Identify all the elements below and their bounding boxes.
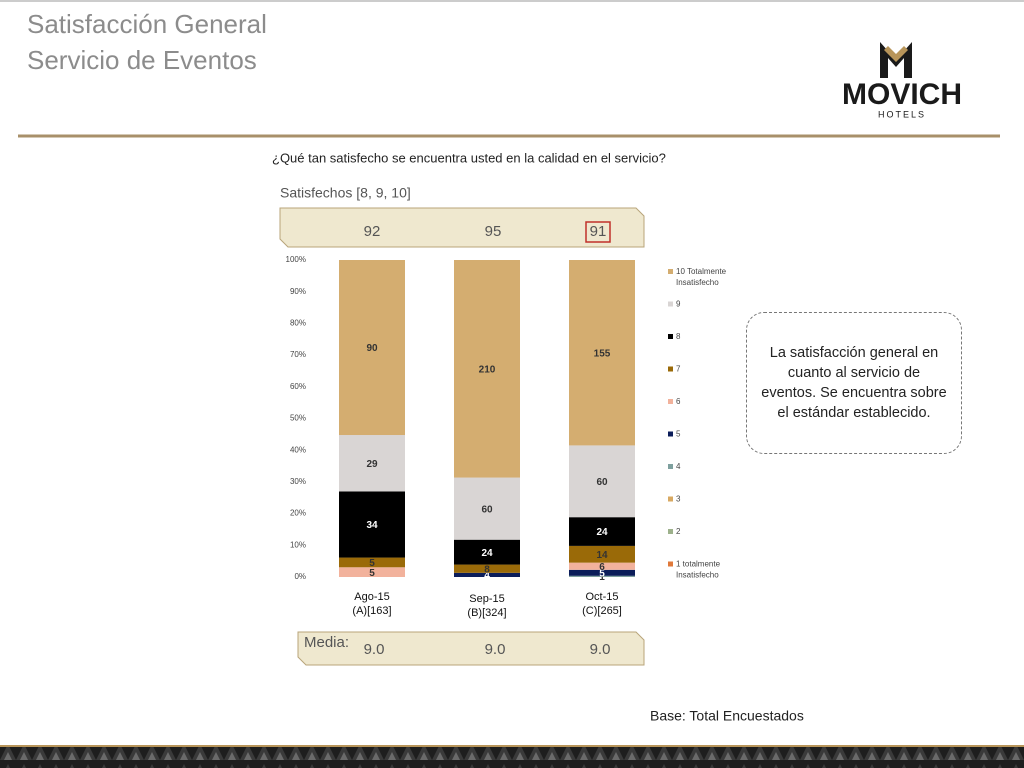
logo-text: MOVICH (842, 78, 962, 111)
y-tick-label: 100% (286, 255, 306, 264)
legend-label: 4 (676, 462, 681, 471)
title: Satisfacción General (27, 9, 267, 39)
legend-label: 9 (676, 300, 681, 309)
bar-segment (339, 260, 405, 436)
media-value: 9.0 (590, 641, 611, 658)
x-tick-base: (B)[324] (467, 607, 506, 619)
bar-label: 60 (481, 504, 493, 515)
bar-segment (339, 435, 405, 492)
y-tick-label: 30% (290, 477, 306, 486)
y-tick-label: 70% (290, 350, 306, 359)
bar-label: 155 (594, 348, 611, 359)
media-label: Media: (304, 634, 349, 651)
x-tick-label: Ago-15 (354, 591, 389, 603)
bar-label: 6 (599, 562, 605, 573)
legend-label: 10 Totalmente Insatisfecho (676, 267, 727, 287)
bar-label: 210 (479, 364, 496, 375)
note-box: La satisfacción general en cuanto al ser… (746, 312, 962, 454)
logo-sub: HOTELS (878, 109, 926, 119)
legend-label: 6 (676, 397, 681, 406)
bar-segment (454, 477, 520, 540)
y-tick-label: 0% (294, 572, 306, 581)
bar-label: 24 (596, 527, 608, 538)
bar-label: 4 (484, 571, 490, 582)
y-tick-label: 10% (290, 540, 306, 549)
legend-label: 8 (676, 332, 681, 341)
bar-segment (454, 260, 520, 478)
x-tick-base: (C)[265] (582, 605, 622, 617)
media-value: 9.0 (364, 641, 385, 658)
legend-swatch (668, 301, 673, 307)
legend-swatch (668, 366, 673, 372)
bar-label: 34 (366, 520, 378, 531)
bar-segment (569, 445, 635, 518)
y-tick-label: 80% (290, 319, 306, 328)
bar-segment (339, 491, 405, 558)
legend-swatch (668, 399, 673, 404)
bar-segment (569, 260, 635, 446)
bar-segment (569, 575, 635, 577)
legend-swatch (668, 496, 673, 502)
bar-label: 8 (484, 564, 490, 575)
bar-segment (454, 572, 520, 577)
legend-label: 7 (676, 365, 681, 374)
bar-label: 1 (599, 572, 605, 583)
footer-band (0, 746, 1024, 768)
bar-label: 5 (369, 568, 375, 579)
y-tick-label: 90% (290, 287, 306, 296)
satisfechos-box (279, 207, 645, 248)
x-tick-label: Oct-15 (585, 591, 618, 603)
legend-swatch (668, 464, 673, 469)
legend-label: 3 (676, 495, 681, 504)
base-note: Base: Total Encuestados (650, 708, 804, 724)
x-tick-base: (A)[163] (352, 605, 391, 617)
y-tick-label: 40% (290, 445, 306, 454)
legend-swatch (668, 334, 673, 339)
satisfechos-value: 95 (485, 223, 502, 240)
bar-segment (339, 557, 405, 568)
legend-label: 1 totalmente Insatisfecho (676, 560, 721, 580)
question: ¿Qué tan satisfecho se encuentra usted e… (272, 150, 666, 165)
y-tick-label: 20% (290, 509, 306, 518)
bar-segment (454, 539, 520, 565)
bar-label: 90 (366, 343, 378, 354)
bar-label: 5 (599, 568, 605, 579)
legend-swatch (668, 529, 673, 534)
legend-swatch (668, 269, 673, 274)
bar-segment (569, 517, 635, 546)
subtitle: Servicio de Eventos (27, 45, 257, 75)
bar-segment (569, 562, 635, 570)
bar-label: 14 (596, 550, 608, 561)
bar-label: 5 (369, 558, 375, 569)
bar-segment (569, 545, 635, 563)
y-tick-label: 50% (290, 414, 306, 423)
legend-label: 2 (676, 527, 681, 536)
satisfechos-value: 92 (364, 223, 381, 240)
media-box (297, 631, 645, 666)
media-value: 9.0 (485, 641, 506, 658)
bar-label: 60 (596, 477, 608, 488)
bar-label: 24 (481, 548, 493, 559)
bar-segment (339, 567, 405, 577)
satisfechos-label: Satisfechos [8, 9, 10] (280, 185, 411, 201)
y-tick-label: 60% (290, 382, 306, 391)
legend-swatch (668, 431, 673, 437)
bar-label: 29 (366, 459, 378, 470)
highlight-box (585, 221, 611, 243)
logo: MOVICH HOTELS (842, 42, 962, 119)
legend-label: 5 (676, 430, 681, 439)
legend-swatch (668, 561, 673, 567)
bar-segment (569, 569, 635, 576)
bar-segment (454, 564, 520, 573)
x-tick-label: Sep-15 (469, 593, 504, 605)
satisfechos-value: 91 (590, 223, 607, 240)
